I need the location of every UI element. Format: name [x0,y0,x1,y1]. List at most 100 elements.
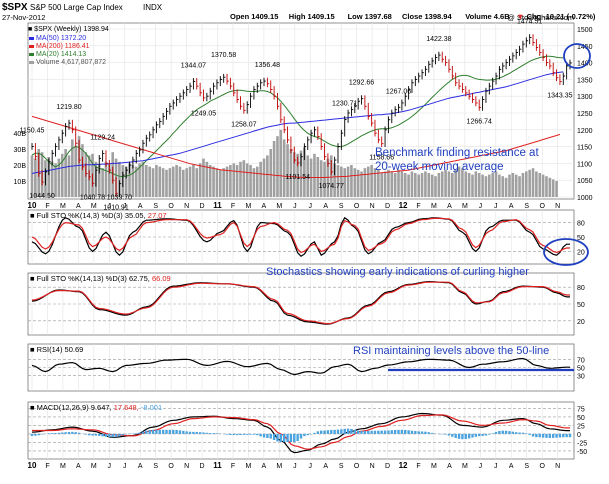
macd-hist-104 [381,431,383,434]
macd-hist-51 [202,432,204,433]
macd-hist-90 [333,430,335,434]
legend-ma200-swatch [29,45,34,48]
macd-hist-11 [68,432,70,434]
macd-hist-25 [115,434,117,437]
macd-hist-47 [189,432,191,434]
x-tick-mid-13: F [231,203,235,210]
macd-hist-2 [38,434,40,435]
volume-bar-144 [515,175,518,197]
macd-hist-155 [552,434,554,438]
y-tick-rsi-50: 50 [577,366,585,373]
volume-bar-72 [273,141,276,197]
volume-bar-111 [404,173,407,197]
price-label-15: 1292.66 [349,80,374,87]
macd-hist-17 [88,434,90,435]
x-tick-mid-27: A [447,203,452,210]
volume-bar-11 [68,155,71,197]
volume-bar-40 [165,170,168,197]
annotation-rsi: RSI maintaining levels above the 50-line [353,345,549,357]
macd-hist-82 [307,434,309,435]
macd-hist-95 [350,429,352,434]
macd-hist-45 [182,431,184,434]
macd-hist-130 [468,434,470,438]
x-tick-bottom-27: A [447,463,452,470]
macd-hist-69 [263,434,265,438]
y-tick-price-1050: 1050 [577,178,593,185]
volume-bar-154 [549,178,552,197]
price-label-0: 1150.45 [20,127,45,134]
volume-bar-42 [172,167,175,197]
volume-bar-106 [387,170,390,197]
macd-hist-9 [61,432,63,433]
macd-hist-126 [454,434,456,438]
volume-bar-49 [195,168,198,197]
x-tick-bottom-32: S [524,463,529,470]
volume-bar-145 [518,176,521,197]
macd-hist-92 [340,429,342,434]
volume-bar-47 [189,167,192,197]
macd-hist-154 [549,434,551,438]
macd-hist-113 [411,431,413,434]
macd-hist-54 [212,433,214,434]
x-tick-bottom-10: N [184,463,189,470]
macd-hist-137 [491,433,493,434]
volume-bar-109 [397,170,400,197]
macd-hist-134 [481,434,483,436]
macd-hist-109 [397,430,399,434]
legend-ma20: MA(20) 1414.13 [36,51,86,58]
price-label-4: 1129.24 [90,135,115,142]
volume-bar-156 [555,181,558,197]
macd-hist-124 [448,434,450,436]
macd-hist-73 [276,434,278,442]
macd-hist-153 [545,434,547,438]
price-label-3: 1040.78 [80,194,105,201]
volume-bar-91 [337,165,340,197]
volume-bar-50 [199,163,202,197]
macd-hist-49 [196,432,198,434]
macd-hist-46 [185,431,187,434]
macd-hist-55 [216,433,218,434]
x-tick-mid-28: M [462,203,468,210]
volume-bar-130 [468,173,471,197]
volume-bar-97 [357,170,360,197]
x-tick-mid-1: F [45,203,49,210]
macd-hist-13 [75,432,77,434]
volume-bar-129 [464,171,467,197]
volume-bar-152 [542,175,545,197]
volume-bar-143 [512,173,515,197]
volume-bar-108 [394,173,397,197]
macd-hist-5 [48,433,50,434]
x-tick-bottom-2: M [60,463,66,470]
volume-bar-138 [495,171,498,197]
macd-hist-78 [293,434,295,442]
x-tick-mid-7: A [138,203,143,210]
y-tick-sto2-20: 20 [577,319,585,326]
legend-volume: Volume 4,617,807,872 [36,59,106,66]
y-tick-price-1500: 1500 [577,27,593,34]
macd-hist-74 [280,434,282,442]
volume-bar-121 [438,173,441,197]
macd-hist-1 [34,434,36,436]
macd-hist-81 [303,434,305,436]
x-tick-bottom-3: A [76,463,81,470]
x-tick-mid-34: N [555,203,560,210]
volume-bar-6 [51,162,54,197]
x-tick-bottom-0: 10 [28,461,37,470]
volume-bar-57 [222,168,225,197]
x-tick-bottom-9: O [168,463,174,470]
macd-hist-116 [421,431,423,433]
volume-bar-103 [377,170,380,197]
volume-bar-149 [532,168,535,197]
y-tick-sto1-20: 20 [577,249,585,256]
macd-hist-96 [354,430,356,434]
x-tick-bottom-12: 11 [213,461,222,470]
sto1-label: ■ Full STO %K(14,3) %D(3) 35.05, 27.07 [30,211,167,220]
macd-hist-75 [283,434,285,442]
macd-hist-40 [165,430,167,434]
x-tick-mid-22: N [370,203,375,210]
macd-hist-76 [286,434,288,442]
macd-hist-80 [300,434,302,439]
macd-hist-146 [522,433,524,434]
